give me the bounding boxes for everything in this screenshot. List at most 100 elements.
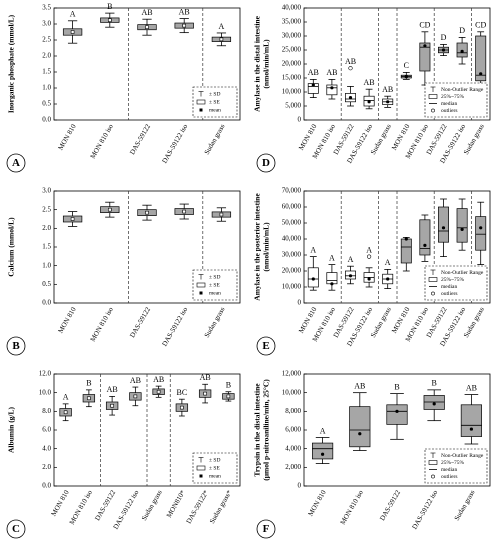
panel: 0.0 0.5 1.0 1.5 2.0 2.5 3.0 Calcium (mmol/L) B MO…	[6, 187, 241, 356]
y-tick-label: 1.0	[42, 261, 51, 269]
y-tick-label: 6,000	[285, 426, 301, 434]
legend-icon	[199, 108, 203, 112]
y-axis-title: Amylase in the posterior intestine	[253, 193, 262, 301]
iqr-box	[307, 267, 319, 288]
y-tick-label: 10,000	[282, 388, 302, 396]
panel-badge	[256, 336, 276, 356]
panel: 0.0 2.0 4.0 6.0 8.0 10.0 12.0 Albumin (g/L) C A MO…	[6, 370, 241, 539]
x-tick-label: MON 810	[307, 488, 328, 517]
mean-marker	[108, 18, 112, 22]
x-tick-label: Sudan grass	[203, 123, 227, 156]
y-tick-label: 30,000	[282, 32, 302, 40]
legend-icon	[199, 291, 203, 295]
x-tick-label: DAS-59122 iso	[161, 122, 190, 164]
panel-label: A	[12, 157, 20, 169]
outlier	[367, 254, 372, 259]
y-tick-label: 50,000	[282, 219, 302, 227]
plot-frame	[303, 373, 491, 487]
panel-badge	[6, 519, 26, 539]
mean-marker	[441, 226, 446, 230]
y-tick-label: 25,000	[282, 46, 302, 54]
y-tick-label: 12,000	[282, 370, 302, 378]
significance-letter: A	[348, 255, 354, 264]
y-tick-label: 2,000	[285, 463, 301, 471]
x-tick-label: Sudan grass*	[208, 488, 234, 525]
legend-icon	[196, 282, 206, 288]
significance-letter: A	[329, 253, 335, 262]
iqr-box	[475, 216, 487, 251]
legend-label: Non-Outlier Range	[441, 87, 484, 93]
significance-letter: A	[310, 245, 316, 254]
legend-label: ± SD	[209, 457, 220, 463]
x-tick-label: DAS-59122	[128, 122, 152, 156]
panel-label: B	[12, 340, 20, 352]
mean-marker	[145, 210, 149, 215]
x-tick-label: MON 810 iso	[339, 488, 365, 526]
significance-letter: A	[366, 245, 372, 254]
mean-marker	[180, 405, 184, 410]
significance-letter: A	[320, 426, 326, 435]
mean-marker	[348, 274, 353, 278]
x-tick-label: MON 810 iso	[89, 122, 115, 160]
mean-marker	[358, 432, 362, 436]
significance-letter: AB	[107, 385, 118, 394]
significance-letter: C	[404, 61, 409, 70]
panel-badge	[6, 153, 26, 173]
significance-letter: AB	[200, 373, 211, 382]
mean-marker	[70, 30, 75, 34]
mean-marker	[460, 49, 464, 54]
significance-letter: CD	[419, 21, 430, 30]
legend-label: Non-Outlier Range	[441, 453, 484, 459]
y-tick-label: 0	[298, 299, 302, 307]
mean-marker	[348, 96, 353, 100]
y-tick-label: 12.0	[39, 370, 52, 378]
significance-letter: B	[394, 382, 399, 391]
legend-label: ± SE	[209, 99, 220, 105]
mean-marker	[330, 282, 334, 286]
iqr-box	[349, 406, 371, 448]
mean-marker	[386, 100, 390, 104]
x-tick-label: MON 810 iso	[68, 488, 94, 526]
legend-icon	[431, 291, 435, 296]
significance-letter: AB	[345, 57, 356, 66]
iqr-box	[419, 219, 431, 256]
legend-label: median	[441, 284, 457, 290]
legend-icon	[428, 94, 438, 99]
panel: 0.0 0.5 1.0 1.5 2.0 2.5 3.0 3.5 Inorganic phosph…	[6, 2, 241, 173]
y-axis-title: (μmol p-nitroaniline/min, 25°C)	[262, 379, 271, 481]
significance-letter: A	[70, 10, 76, 19]
y-tick-label: 40,000	[282, 235, 302, 243]
iqr-box	[326, 84, 338, 96]
panel: 0 10,000 20,000 30,000 40,000 50,000 60,000 70,…	[253, 187, 491, 356]
legend-label: 25%~75%	[441, 277, 465, 283]
x-tick-label: DAS-59122 iso	[161, 305, 190, 347]
x-tick-label: MON 810	[57, 122, 78, 151]
significance-letter: B	[107, 2, 112, 11]
mean-marker	[469, 427, 473, 431]
significance-letter: A	[385, 258, 391, 267]
significance-letter: AB	[179, 7, 190, 16]
y-tick-label: 4,000	[285, 444, 301, 452]
y-tick-label: 0.5	[42, 280, 51, 288]
mean-marker	[423, 44, 427, 48]
panel: 0 2,000 4,000 6,000 8,000 10,000 12,000 Trypsin…	[253, 370, 491, 539]
y-tick-label: 0.0	[42, 116, 51, 124]
panel-badge	[6, 336, 26, 356]
legend-label: outliers	[441, 291, 458, 297]
legend-label: ± SE	[209, 282, 220, 288]
panel-label: D	[262, 157, 270, 169]
significance-letter: D	[459, 26, 465, 35]
mean-marker	[395, 409, 399, 413]
legend-icon	[431, 474, 435, 479]
y-tick-label: 10,000	[282, 88, 302, 96]
y-tick-label: 1.5	[42, 68, 51, 76]
legend-label: Non-Outlier Range	[441, 270, 484, 276]
x-tick-label: DAS-59122*	[185, 488, 211, 525]
panel: 0 5,000 10,000 15,000 20,000 25,000 30,000 35,0…	[253, 4, 491, 173]
mean-marker	[87, 396, 91, 401]
x-tick-label: Sudan grass	[453, 489, 477, 522]
mean-marker	[404, 237, 408, 241]
x-tick-label: DAS-59122	[128, 305, 152, 339]
panel-badge	[256, 519, 276, 539]
legend-box	[424, 82, 488, 118]
